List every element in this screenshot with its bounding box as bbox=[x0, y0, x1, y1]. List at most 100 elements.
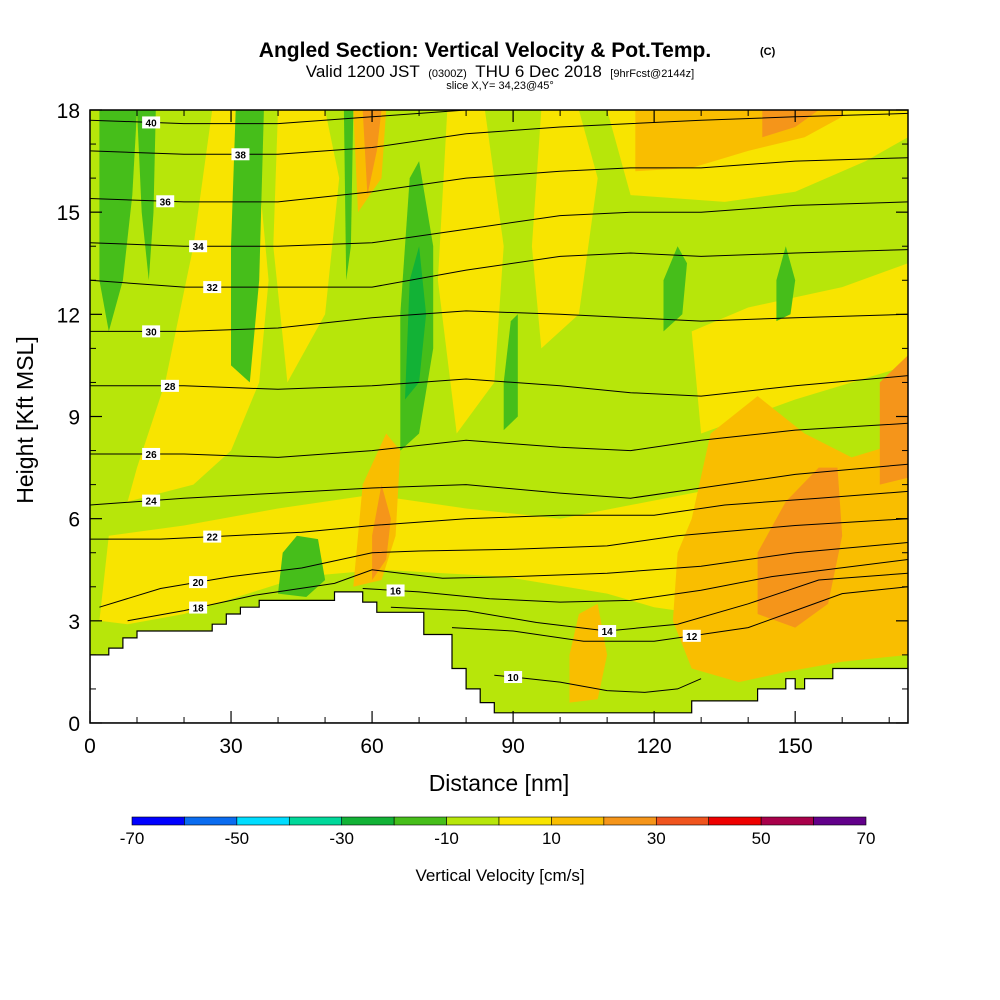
isentrope-label-22: 22 bbox=[207, 533, 219, 544]
isentrope-label-38: 38 bbox=[235, 150, 247, 161]
subtitle-zulu: (0300Z) bbox=[428, 68, 467, 80]
chart-subtitle: Valid 1200 JST (0300Z) THU 6 Dec 2018 [9… bbox=[306, 62, 694, 81]
isentrope-30 bbox=[90, 310, 908, 332]
y-tick-label: 18 bbox=[57, 100, 80, 123]
isentrope-34 bbox=[90, 201, 908, 247]
subtitle-date: THU 6 Dec 2018 bbox=[475, 62, 602, 81]
colorbar-tick-label: -50 bbox=[225, 829, 250, 848]
subtitle-forecast: [9hrFcst@2144z] bbox=[610, 68, 694, 80]
isentrope-label-bg-28 bbox=[160, 379, 179, 392]
x-tick-label: 60 bbox=[360, 735, 383, 758]
velocity-region-13 bbox=[362, 110, 382, 196]
isentrope-label-bg-40 bbox=[142, 116, 161, 129]
colorbar-swatch bbox=[341, 816, 395, 826]
isentrope-label-40: 40 bbox=[146, 118, 158, 129]
x-axis: 0 30 60 90 120 150 bbox=[84, 110, 890, 758]
colorbar-swatch bbox=[813, 816, 867, 826]
isentrope-16 bbox=[362, 559, 908, 603]
velocity-region-26 bbox=[776, 246, 796, 322]
colorbar-swatch bbox=[655, 816, 710, 826]
isentrope-label-28: 28 bbox=[164, 382, 176, 393]
terrain bbox=[90, 591, 908, 723]
isentrope-label-bg-38 bbox=[231, 148, 250, 161]
colorbar-swatch bbox=[551, 816, 605, 826]
y-tick-label: 0 bbox=[68, 713, 80, 736]
y-tick-label: 15 bbox=[57, 202, 80, 225]
velocity-region-8 bbox=[353, 433, 401, 587]
isentrope-label-bg-16 bbox=[386, 584, 405, 597]
colorbar-swatch bbox=[446, 816, 500, 826]
x-tick-label: 120 bbox=[637, 735, 672, 758]
isentrope-14 bbox=[390, 572, 908, 632]
velocity-region-24 bbox=[278, 535, 326, 597]
isentrope-26 bbox=[90, 422, 908, 458]
isentrope-36 bbox=[90, 157, 908, 203]
y-axis-label: Height [Kft MSL] bbox=[12, 336, 38, 503]
isentrope-label-26: 26 bbox=[146, 450, 158, 461]
isentrope-layer: 10 12 14 16 18 20 22 24 26 28 30 32 34 36 38 40 bbox=[90, 110, 908, 693]
isentrope-label-bg-10 bbox=[504, 671, 523, 684]
subtitle-valid: Valid 1200 JST bbox=[306, 62, 420, 81]
slice-label: slice X,Y= 34,23@45° bbox=[446, 80, 554, 92]
isentrope-18 bbox=[127, 542, 908, 622]
isentrope-label-30: 30 bbox=[146, 327, 158, 338]
isentrope-label-bg-12 bbox=[682, 629, 701, 642]
y-tick-label: 12 bbox=[57, 304, 80, 327]
velocity-region-3 bbox=[273, 110, 340, 383]
colorbar-swatch bbox=[603, 816, 657, 826]
colorbar-swatch bbox=[184, 816, 238, 826]
chart-title-unit: (C) bbox=[760, 46, 776, 58]
colorbar-tick-label: -70 bbox=[120, 829, 145, 848]
isentrope-38 bbox=[90, 112, 908, 155]
isentrope-label-20: 20 bbox=[193, 578, 205, 589]
colorbar-swatch bbox=[288, 816, 343, 826]
isentrope-24 bbox=[90, 463, 908, 506]
isentrope-label-bg-14 bbox=[598, 625, 617, 638]
colorbar-tick-label: 70 bbox=[857, 829, 876, 848]
colorbar-tick-label: -30 bbox=[329, 829, 354, 848]
plot-area: 10 12 14 16 18 20 22 24 26 28 30 32 34 36 38 40 bbox=[90, 110, 908, 723]
colorbar-tick-label: 30 bbox=[647, 829, 666, 848]
velocity-region-5 bbox=[531, 110, 598, 349]
velocity-region-25 bbox=[663, 246, 687, 332]
isentrope-label-bg-20 bbox=[189, 576, 208, 589]
x-axis-label: Distance [nm] bbox=[429, 770, 570, 796]
velocity-region-17 bbox=[879, 355, 908, 485]
isentrope-label-18: 18 bbox=[193, 604, 205, 615]
colorbar-label: Vertical Velocity [cm/s] bbox=[415, 866, 584, 885]
x-tick-label: 0 bbox=[84, 735, 96, 758]
isentrope-label-36: 36 bbox=[160, 197, 172, 208]
velocity-region-15 bbox=[757, 467, 843, 628]
y-tick-label: 6 bbox=[68, 509, 80, 532]
colorbar: -70 -50 -30 -10 10 30 50 70 bbox=[120, 816, 876, 848]
velocity-fill-layer bbox=[90, 110, 908, 723]
colorbar-swatch bbox=[708, 816, 762, 826]
colorbar-swatch bbox=[760, 816, 814, 826]
terrain-layer bbox=[90, 591, 908, 723]
isentrope-32 bbox=[90, 249, 908, 288]
x-tick-label: 30 bbox=[219, 735, 242, 758]
velocity-region-23 bbox=[503, 314, 518, 431]
isentrope-label-14: 14 bbox=[602, 627, 614, 638]
isentrope-label-10: 10 bbox=[508, 673, 520, 684]
colorbar-tick-label: -10 bbox=[434, 829, 459, 848]
x-tick-label: 90 bbox=[501, 735, 524, 758]
isentrope-label-bg-26 bbox=[142, 447, 161, 460]
isentrope-label-24: 24 bbox=[146, 497, 158, 508]
isentrope-12 bbox=[451, 586, 908, 642]
y-tick-label: 3 bbox=[68, 611, 80, 634]
colorbar-swatch bbox=[131, 816, 185, 826]
isentrope-label-34: 34 bbox=[193, 242, 205, 253]
velocity-region-10 bbox=[569, 603, 608, 703]
isentrope-label-bg-22 bbox=[203, 530, 222, 543]
isentrope-label-16: 16 bbox=[390, 586, 402, 597]
chart-title: Angled Section: Vertical Velocity & Pot.… bbox=[259, 39, 711, 62]
isentrope-label-bg-30 bbox=[142, 325, 161, 338]
isentrope-28 bbox=[90, 375, 908, 397]
velocity-region-14 bbox=[372, 484, 391, 580]
x-tick-label: 150 bbox=[778, 735, 813, 758]
colorbar-swatch bbox=[236, 816, 290, 826]
y-tick-label: 9 bbox=[68, 407, 80, 430]
velocity-region-21 bbox=[343, 110, 354, 281]
